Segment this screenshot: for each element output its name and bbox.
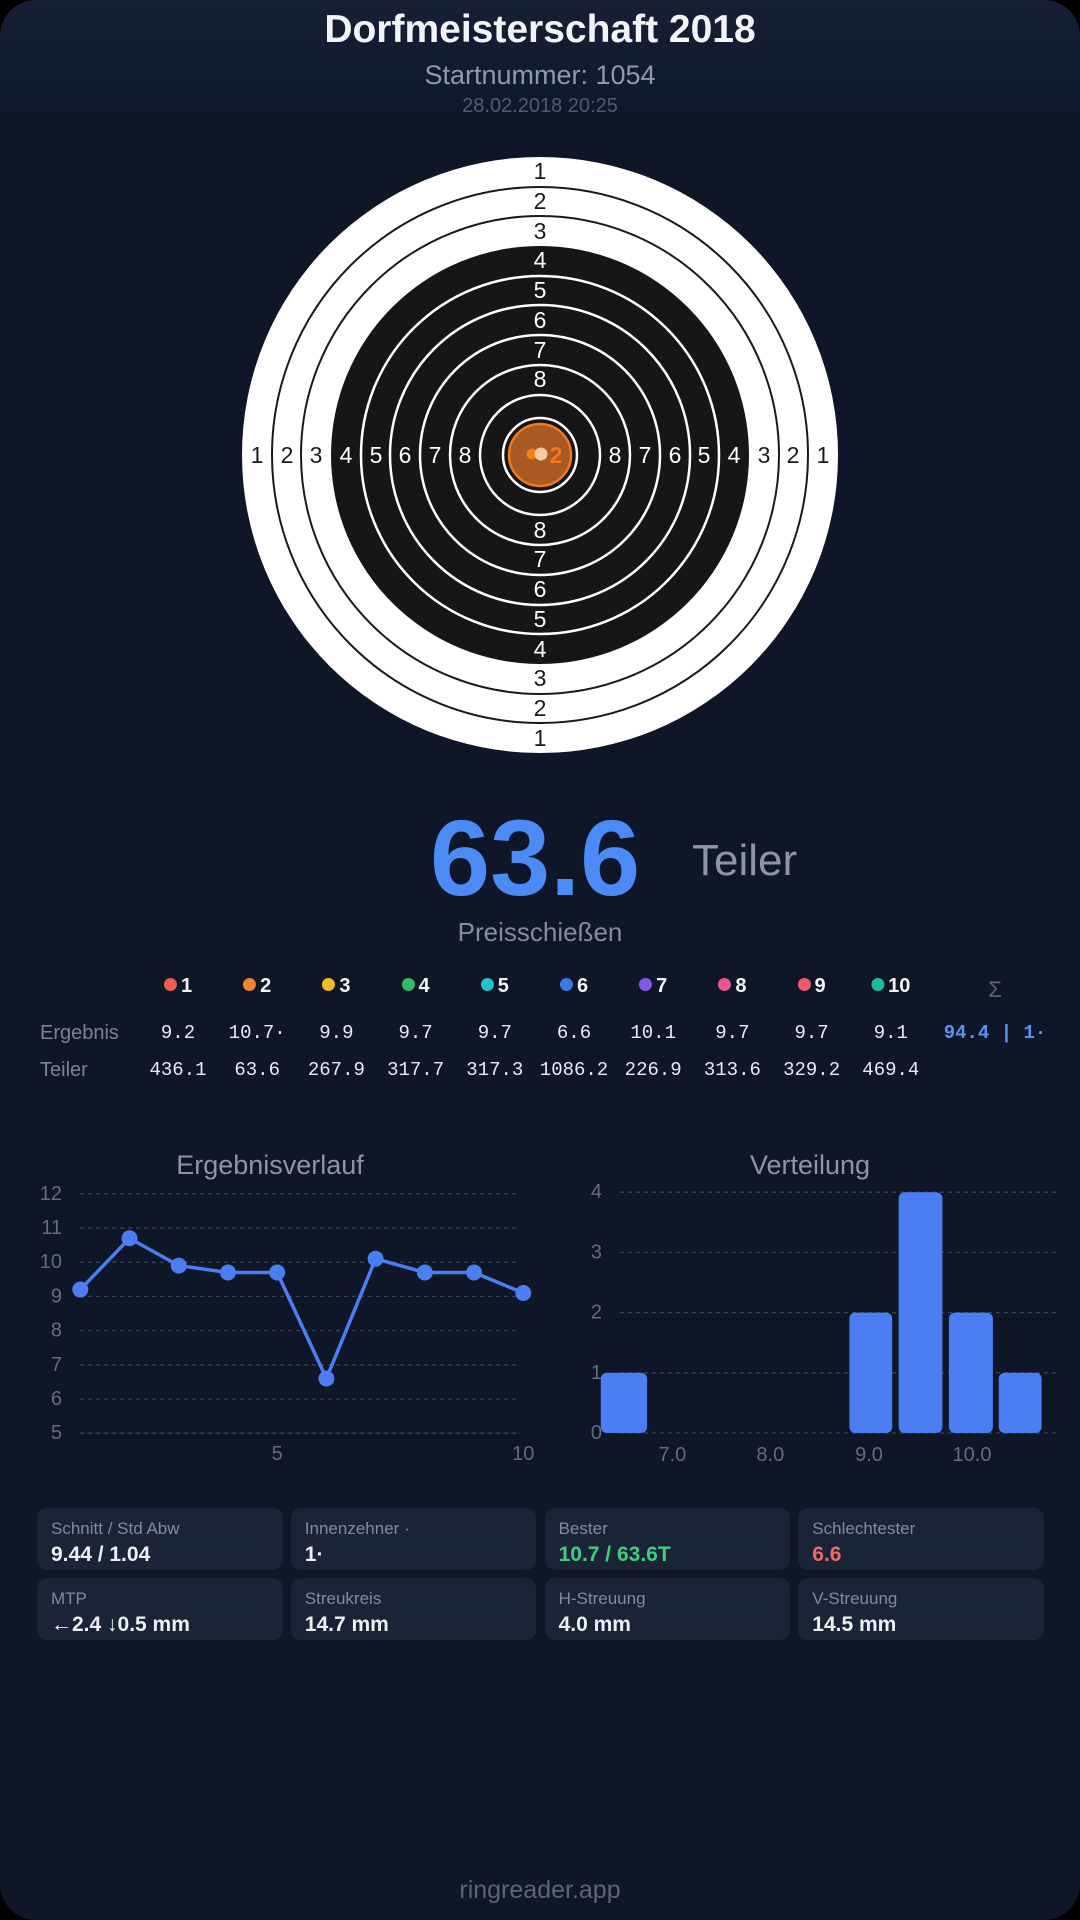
svg-text:10: 10 [40,1251,62,1273]
svg-text:4: 4 [534,247,547,273]
svg-text:6: 6 [51,1388,62,1410]
svg-text:2: 2 [281,442,294,468]
svg-text:6: 6 [669,442,682,468]
svg-text:7.0: 7.0 [658,1444,686,1466]
svg-text:10.0: 10.0 [953,1444,992,1466]
svg-text:4: 4 [534,636,547,662]
svg-text:2: 2 [591,1302,602,1324]
svg-text:3: 3 [591,1241,602,1263]
svg-text:7: 7 [534,546,547,572]
svg-text:3: 3 [534,218,547,244]
svg-text:2: 2 [534,695,547,721]
svg-text:8: 8 [534,517,547,543]
svg-text:2: 2 [550,442,563,468]
svg-text:4: 4 [591,1181,602,1203]
svg-text:3: 3 [534,665,547,691]
svg-text:7: 7 [534,337,547,363]
svg-text:3: 3 [310,442,323,468]
svg-text:5: 5 [370,442,383,468]
svg-text:12: 12 [40,1183,62,1205]
svg-text:5: 5 [698,442,711,468]
svg-text:5: 5 [534,277,547,303]
svg-text:8.0: 8.0 [756,1444,784,1466]
svg-text:7: 7 [51,1354,62,1376]
svg-text:11: 11 [41,1217,62,1239]
svg-text:4: 4 [728,442,741,468]
svg-text:5: 5 [272,1443,283,1465]
svg-text:8: 8 [459,442,472,468]
svg-text:10: 10 [512,1443,534,1465]
svg-text:9.0: 9.0 [855,1444,883,1466]
svg-text:1: 1 [251,442,264,468]
svg-text:0: 0 [591,1422,602,1444]
svg-text:8: 8 [534,366,547,392]
svg-text:6: 6 [534,307,547,333]
svg-text:7: 7 [639,442,652,468]
svg-text:8: 8 [609,442,622,468]
svg-text:1: 1 [534,158,547,184]
svg-text:4: 4 [340,442,353,468]
svg-text:2: 2 [787,442,800,468]
svg-text:6: 6 [534,576,547,602]
svg-text:5: 5 [51,1422,62,1444]
svg-text:5: 5 [534,606,547,632]
svg-text:1: 1 [534,725,547,751]
svg-text:8: 8 [51,1320,62,1342]
svg-text:1: 1 [591,1362,602,1384]
svg-text:1: 1 [817,442,830,468]
svg-text:6: 6 [399,442,412,468]
svg-text:2: 2 [534,188,547,214]
svg-text:9: 9 [51,1285,62,1307]
svg-text:7: 7 [429,442,442,468]
svg-text:3: 3 [758,442,771,468]
